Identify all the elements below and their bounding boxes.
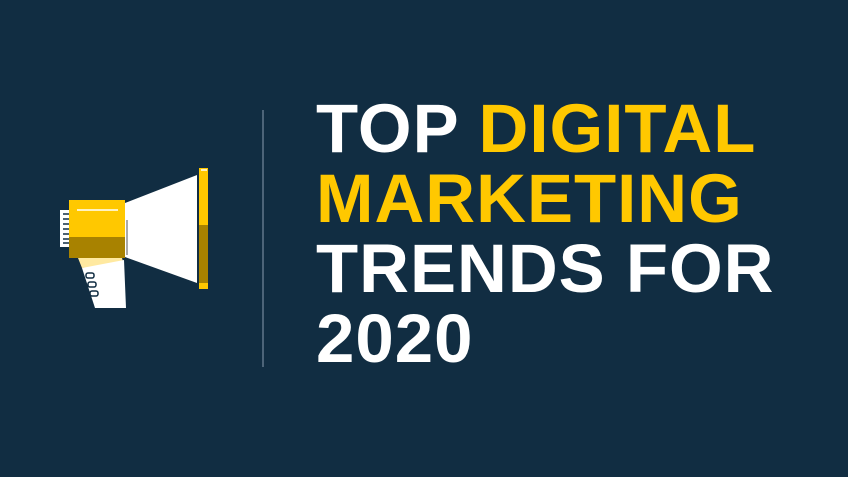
headline-marketing: MARKETING [316, 160, 743, 237]
headline-trends-for: TRENDS FOR [316, 230, 775, 307]
headline: TOP DIGITAL MARKETING TRENDS FOR 2020 [316, 94, 775, 374]
divider [262, 110, 264, 367]
headline-digital: DIGITAL [478, 90, 757, 167]
headline-year: 2020 [316, 300, 474, 377]
headline-line-1: TOP DIGITAL [316, 94, 775, 164]
headline-top: TOP [316, 90, 459, 167]
